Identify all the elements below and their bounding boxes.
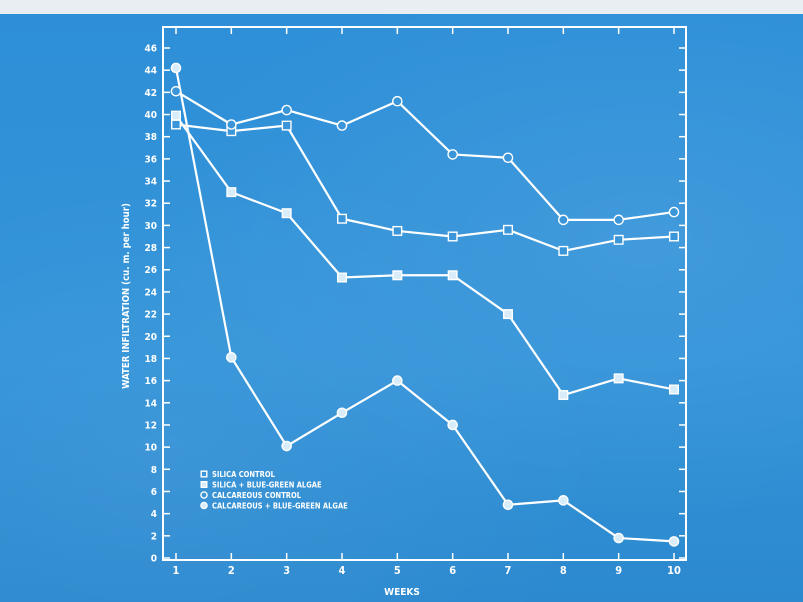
data-point-series-4 [447, 419, 458, 431]
x-tick-label: 1 [173, 564, 180, 577]
x-tick-label: 10 [667, 564, 681, 577]
y-tick-label: 2 [151, 531, 157, 542]
data-point-series-1 [281, 120, 292, 131]
data-point-series-3 [392, 95, 403, 107]
y-tick-label: 28 [144, 243, 157, 254]
data-point-series-3 [170, 85, 182, 97]
y-tick-label: 38 [144, 132, 157, 143]
legend-label: SILICA + BLUE-GREEN ALGAE [212, 481, 322, 490]
data-point-series-1 [503, 224, 514, 235]
data-point-series-2 [558, 390, 569, 401]
y-tick-label: 20 [144, 332, 157, 343]
data-point-series-4 [281, 440, 292, 452]
data-point-series-4 [336, 407, 348, 419]
data-point-series-1 [392, 225, 403, 236]
y-tick-label: 10 [144, 443, 157, 454]
series-lines [174, 67, 675, 543]
x-tick-label: 2 [228, 564, 235, 577]
y-tick-label: 8 [151, 465, 157, 476]
data-point-series-2 [613, 373, 624, 384]
y-tick-label: 18 [144, 354, 157, 365]
data-point-series-2 [447, 270, 458, 281]
data-point-series-2 [226, 187, 237, 198]
x-tick-label: 9 [615, 564, 622, 577]
y-tick-label: 14 [144, 398, 157, 409]
data-point-series-2 [669, 384, 680, 395]
y-tick-label: 42 [144, 88, 157, 99]
legend-marker [200, 470, 208, 478]
data-point-series-1 [447, 231, 458, 242]
x-axis-label: WEEKS [384, 587, 420, 598]
x-tick-label: 3 [283, 564, 290, 577]
data-point-series-3 [281, 104, 292, 116]
y-tick-label: 6 [151, 487, 157, 498]
data-point-series-4 [502, 499, 514, 511]
y-tick-label: 4 [151, 509, 157, 520]
axes: 0246810121416182022242628303234363840424… [144, 26, 687, 577]
series-line-3 [175, 90, 675, 221]
x-tick-label: 4 [339, 564, 346, 577]
data-point-series-3 [336, 120, 348, 131]
data-point-series-1 [558, 245, 569, 256]
y-tick-label: 30 [144, 221, 157, 232]
legend-label: CALCAREOUS + BLUE-GREEN ALGAE [212, 502, 348, 511]
data-point-series-2 [170, 110, 181, 121]
y-tick-label: 32 [144, 199, 157, 210]
data-point-series-4 [226, 352, 237, 363]
x-tick-label: 6 [449, 564, 456, 577]
top-strip [0, 0, 803, 14]
data-point-series-2 [337, 272, 348, 283]
data-point-series-3 [447, 149, 458, 160]
series-line-2 [175, 114, 675, 397]
data-point-series-2 [392, 270, 403, 281]
data-point-series-3 [613, 214, 624, 226]
y-tick-label: 26 [144, 265, 157, 276]
legend-marker [200, 501, 208, 510]
data-point-series-2 [281, 208, 292, 219]
x-tick-label: 8 [560, 564, 567, 577]
y-tick-label: 44 [144, 66, 157, 77]
data-point-series-1 [613, 234, 624, 245]
series-line-1 [175, 123, 675, 252]
data-point-series-1 [170, 119, 181, 130]
legend-marker [200, 491, 208, 499]
y-tick-label: 24 [144, 287, 157, 298]
y-tick-label: 46 [144, 44, 157, 55]
series-line-4 [174, 67, 675, 543]
data-point-series-1 [669, 231, 680, 242]
y-tick-label: 36 [144, 154, 157, 165]
data-point-series-4 [613, 532, 624, 544]
x-tick-label: 5 [394, 564, 401, 577]
data-point-series-3 [226, 119, 237, 130]
data-point-series-2 [503, 309, 514, 320]
y-tick-label: 12 [144, 420, 157, 431]
x-tick-label: 7 [505, 564, 512, 577]
legend-label: SILICA CONTROL [212, 470, 276, 479]
y-tick-label: 40 [144, 110, 157, 121]
legend-marker [200, 481, 208, 489]
data-point-series-4 [170, 62, 182, 74]
plot-frame [162, 26, 687, 561]
series-markers [170, 62, 680, 547]
y-tick-label: 22 [144, 310, 157, 321]
legend-label: CALCAREOUS CONTROL [212, 491, 302, 500]
data-point-series-3 [502, 152, 514, 164]
data-point-series-4 [558, 495, 569, 506]
data-point-series-3 [558, 214, 569, 226]
y-tick-label: 16 [144, 376, 157, 387]
y-axis-label: WATER INFILTRATION (cu. m. per hour) [121, 203, 132, 389]
data-point-series-1 [337, 213, 348, 224]
data-point-series-4 [392, 375, 403, 386]
y-tick-label: 0 [151, 554, 157, 565]
y-tick-label: 34 [144, 177, 157, 188]
data-point-series-4 [668, 536, 680, 547]
data-point-series-3 [668, 206, 680, 218]
